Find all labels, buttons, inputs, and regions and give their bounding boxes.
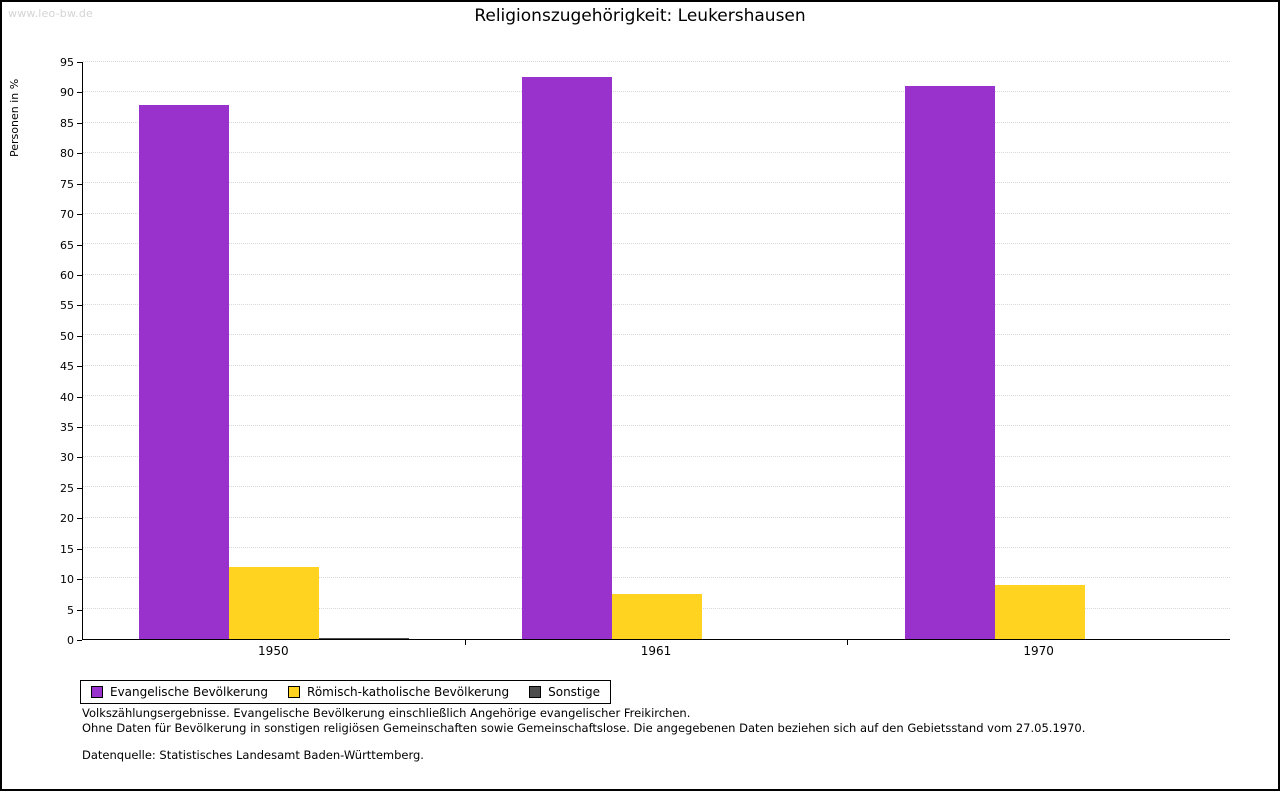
y-axis-tick-label: 30 xyxy=(60,451,74,465)
datasource-note: Datenquelle: Statistisches Landesamt Bad… xyxy=(82,748,424,762)
gridline xyxy=(83,182,1230,184)
y-axis-tick-label: 80 xyxy=(60,147,74,161)
y-axis-tick xyxy=(77,274,82,276)
y-axis-tick-label: 60 xyxy=(60,268,74,282)
y-axis-tick xyxy=(77,92,82,94)
y-axis-tick-label: 65 xyxy=(60,238,74,252)
bar-1961 xyxy=(521,76,612,639)
y-axis-tick-label: 70 xyxy=(60,208,74,222)
y-axis-tick-label: 0 xyxy=(67,634,74,647)
gridline xyxy=(83,516,1230,518)
gridline xyxy=(83,121,1230,123)
y-axis-label: Personen in % xyxy=(8,78,21,157)
y-axis-tick-label: 55 xyxy=(60,299,74,313)
bar-1961 xyxy=(611,594,702,639)
y-axis-tick xyxy=(77,122,82,124)
y-axis-tick-label: 50 xyxy=(60,329,74,343)
x-axis-tick-label: 1970 xyxy=(1023,644,1054,658)
gridline xyxy=(83,91,1230,93)
legend-item: Sonstige xyxy=(529,685,600,699)
y-axis-tick-label: 90 xyxy=(60,86,74,100)
gridline xyxy=(83,273,1230,275)
legend: Evangelische Bevölkerung Römisch-katholis… xyxy=(80,680,611,704)
y-axis-tick-label: 95 xyxy=(60,56,74,69)
legend-label: Evangelische Bevölkerung xyxy=(110,685,269,699)
y-axis-tick-label: 5 xyxy=(67,603,74,617)
footnotes: Volkszählungsergebnisse. Evangelische Be… xyxy=(82,706,1085,735)
footnote-line: Ohne Daten für Bevölkerung in sonstigen … xyxy=(82,720,1086,735)
gridline xyxy=(83,243,1230,245)
bar-group-1950 xyxy=(83,62,466,639)
y-axis-tick xyxy=(77,609,82,611)
y-axis-tick xyxy=(77,427,82,429)
x-axis-tick xyxy=(847,640,849,645)
gridline xyxy=(83,364,1230,366)
y-axis-tick xyxy=(77,153,82,155)
legend-swatch-icon xyxy=(529,686,542,698)
gridline xyxy=(83,334,1230,336)
gridline xyxy=(83,546,1230,548)
y-axis-tick-label: 25 xyxy=(60,481,74,495)
legend-label: Römisch-katholische Bevölkerung xyxy=(307,685,510,699)
bar-1950 xyxy=(229,566,320,639)
bar-group-1961 xyxy=(466,62,849,639)
gridline xyxy=(83,486,1230,488)
legend-item: Römisch-katholische Bevölkerung xyxy=(288,685,509,699)
gridline xyxy=(83,303,1230,305)
legend-label: Sonstige xyxy=(548,685,600,699)
y-axis-tick xyxy=(77,244,82,246)
y-axis-tick xyxy=(77,214,82,216)
gridline xyxy=(83,152,1230,154)
chart-title: Religionszugehörigkeit: Leukershausen xyxy=(474,6,806,26)
footnote-line: Volkszählungsergebnisse. Evangelische Be… xyxy=(82,706,691,720)
y-axis-tick-label: 75 xyxy=(60,177,74,191)
y-axis-tick xyxy=(77,62,82,63)
x-axis-tick xyxy=(464,640,466,645)
y-axis-tick-label: 40 xyxy=(60,390,74,404)
bar-1950 xyxy=(139,105,230,639)
bar-1970 xyxy=(994,584,1085,639)
y-axis-tick-label: 20 xyxy=(60,512,74,526)
y-axis-tick-label: 45 xyxy=(60,360,74,374)
y-axis-tick xyxy=(77,396,82,398)
gridline xyxy=(83,455,1230,457)
gridline xyxy=(83,577,1230,579)
gridline xyxy=(83,425,1230,427)
bar-1950 xyxy=(319,637,410,639)
bar-group-1970 xyxy=(848,62,1231,639)
y-axis-tick xyxy=(77,579,82,581)
y-axis-tick xyxy=(77,640,82,641)
gridline xyxy=(83,395,1230,397)
bar-1970 xyxy=(904,85,995,639)
y-axis-tick-label: 10 xyxy=(60,573,74,587)
legend-swatch-icon xyxy=(91,686,103,698)
y-axis-tick xyxy=(77,183,82,185)
y-axis-tick xyxy=(77,366,82,368)
y-axis-tick xyxy=(77,487,82,489)
gridline xyxy=(83,212,1230,214)
y-axis-tick xyxy=(77,335,82,337)
y-axis-tick xyxy=(77,548,82,550)
y-axis-tick-label: 15 xyxy=(60,542,74,556)
y-axis-tick xyxy=(77,305,82,307)
y-axis-tick xyxy=(77,457,82,459)
watermark: www.leo-bw.de xyxy=(8,7,94,20)
legend-swatch-icon xyxy=(288,686,301,698)
y-axis-tick-label: 85 xyxy=(60,116,74,130)
y-axis-tick-label: 35 xyxy=(60,421,74,435)
x-axis-tick-label: 1961 xyxy=(640,644,672,658)
legend-item: Evangelische Bevölkerung xyxy=(91,685,268,699)
y-axis-tick xyxy=(77,518,82,520)
x-axis-tick-label: 1950 xyxy=(258,644,289,658)
plot-area xyxy=(82,61,1231,640)
gridline xyxy=(83,61,1230,62)
